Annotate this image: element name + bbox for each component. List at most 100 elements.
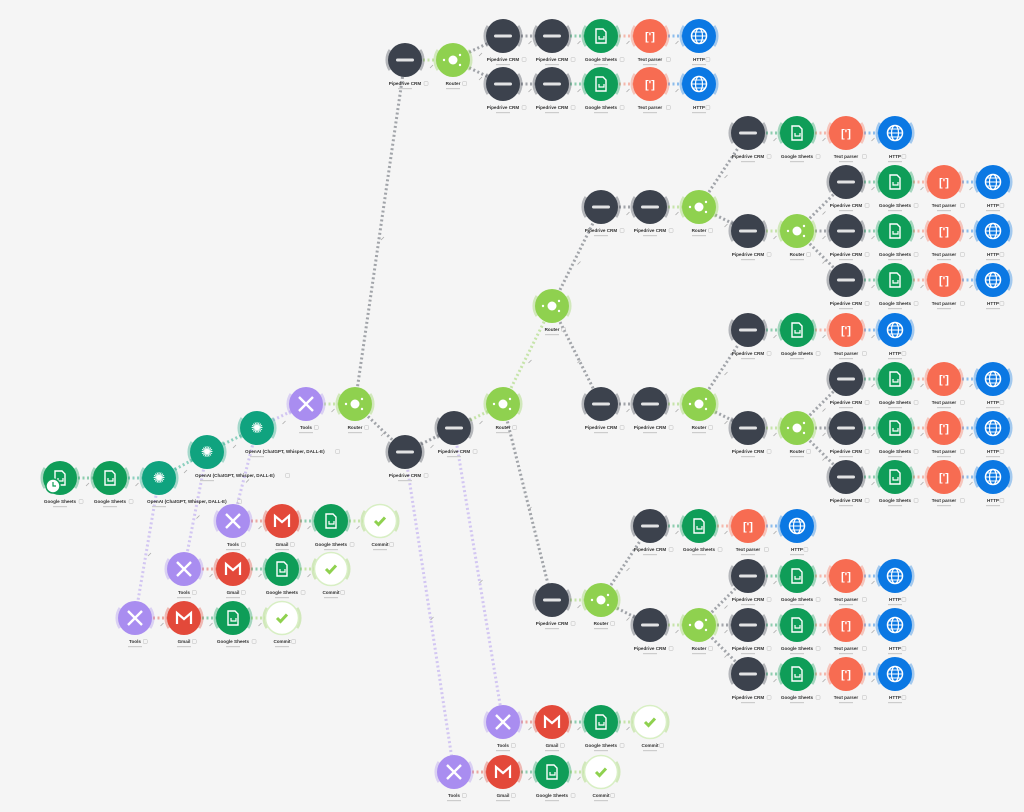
module-google-sheets[interactable]: Google Sheets <box>532 755 576 802</box>
wrench-icon[interactable] <box>209 573 213 578</box>
connection[interactable] <box>550 305 603 405</box>
module-note-icon[interactable] <box>512 425 517 430</box>
wrench-icon[interactable] <box>969 481 973 486</box>
wrench-icon[interactable] <box>969 383 973 388</box>
wrench-icon[interactable] <box>135 482 139 487</box>
wrench-icon[interactable] <box>871 629 875 634</box>
module-google-sheets[interactable]: Google Sheets <box>311 504 355 551</box>
connection[interactable] <box>550 206 603 307</box>
wrench-icon[interactable] <box>822 678 826 683</box>
module-note-icon[interactable] <box>913 400 919 405</box>
wrench-icon[interactable] <box>147 552 152 557</box>
module-google-sheets[interactable]: Google Sheets <box>875 411 919 458</box>
wrench-icon[interactable] <box>626 211 630 216</box>
module-note-icon[interactable] <box>766 449 772 454</box>
module-pipedrive-crm[interactable]: Pipedrive CRM <box>532 583 576 630</box>
module-router[interactable]: Router <box>335 387 375 434</box>
wrench-icon[interactable] <box>577 261 581 265</box>
module-commit[interactable]: Commit <box>630 704 670 752</box>
module-note-icon[interactable] <box>659 743 664 748</box>
wrench-icon[interactable] <box>626 40 630 45</box>
module-tools[interactable]: Tools <box>434 755 474 802</box>
wrench-icon[interactable] <box>871 432 875 437</box>
module-http[interactable]: HTTP <box>973 411 1013 458</box>
module-text-parser[interactable]: ['] Text parser <box>924 214 965 261</box>
module-note-icon[interactable] <box>864 301 870 306</box>
module-http[interactable]: HTTP <box>875 657 915 704</box>
module-google-sheets[interactable]: Google Sheets <box>875 460 919 507</box>
module-text-parser[interactable]: ['] Text parser <box>924 165 965 212</box>
wrench-icon[interactable] <box>307 525 311 530</box>
module-router[interactable]: Router <box>679 608 719 655</box>
module-http[interactable]: HTTP <box>973 362 1013 409</box>
connection[interactable] <box>403 451 456 773</box>
wrench-icon[interactable] <box>969 186 973 191</box>
module-note-icon[interactable] <box>766 154 772 159</box>
wrench-icon[interactable] <box>724 223 728 228</box>
module-pipedrive-crm[interactable]: Pipedrive CRM <box>826 214 870 261</box>
module-note-icon[interactable] <box>251 639 257 644</box>
module-note-icon[interactable] <box>913 301 919 306</box>
module-note-icon[interactable] <box>806 449 811 454</box>
wrench-icon[interactable] <box>822 629 826 634</box>
wrench-icon[interactable] <box>724 605 728 609</box>
module-tools[interactable]: Tools <box>286 387 326 434</box>
module-pipedrive-crm[interactable]: Pipedrive CRM <box>630 190 674 237</box>
wrench-icon[interactable] <box>871 284 875 289</box>
module-google-sheets[interactable]: Google Sheets <box>777 657 821 704</box>
module-text-parser[interactable]: ['] Text parser <box>826 559 867 606</box>
module-google-sheets[interactable]: Google Sheets <box>90 461 134 508</box>
module-note-icon[interactable] <box>999 498 1005 503</box>
module-google-sheets[interactable]: Google Sheets <box>777 559 821 606</box>
module-note-icon[interactable] <box>862 695 867 700</box>
module-pipedrive-crm[interactable]: Pipedrive CRM <box>826 165 870 212</box>
module-tools[interactable]: Tools <box>483 705 523 752</box>
wrench-icon[interactable] <box>773 235 777 240</box>
module-note-icon[interactable] <box>521 105 527 110</box>
module-note-icon[interactable] <box>764 547 769 552</box>
module-router[interactable]: Router <box>433 43 473 90</box>
module-note-icon[interactable] <box>999 203 1005 208</box>
module-note-icon[interactable] <box>864 449 870 454</box>
module-note-icon[interactable] <box>285 473 290 478</box>
module-note-icon[interactable] <box>610 621 615 626</box>
wrench-icon[interactable] <box>675 88 679 93</box>
module-note-icon[interactable] <box>960 203 965 208</box>
module-pipedrive-crm[interactable]: Pipedrive CRM <box>826 411 870 458</box>
module-note-icon[interactable] <box>423 473 429 478</box>
module-note-icon[interactable] <box>570 621 576 626</box>
module-google-sheets[interactable]: Google Sheets <box>875 362 919 409</box>
module-note-icon[interactable] <box>241 590 246 595</box>
module-note-icon[interactable] <box>815 646 821 651</box>
module-note-icon[interactable] <box>521 57 527 62</box>
module-http[interactable]: HTTP <box>973 165 1013 212</box>
module-google-sheets[interactable]: Google Sheets <box>40 461 84 508</box>
wrench-icon[interactable] <box>232 444 237 449</box>
wrench-icon[interactable] <box>479 579 483 584</box>
module-pipedrive-crm[interactable]: Pipedrive CRM <box>483 67 527 114</box>
module-note-icon[interactable] <box>815 154 821 159</box>
module-text-parser[interactable]: ['] Text parser <box>924 411 965 458</box>
module-text-parser[interactable]: ['] Text parser <box>924 362 965 409</box>
module-note-icon[interactable] <box>314 425 319 430</box>
module-note-icon[interactable] <box>462 81 467 86</box>
module-pipedrive-crm[interactable]: Pipedrive CRM <box>581 387 625 434</box>
wrench-icon[interactable] <box>528 359 532 364</box>
module-note-icon[interactable] <box>423 81 429 86</box>
module-pipedrive-crm[interactable]: Pipedrive CRM <box>728 657 772 704</box>
module-http[interactable]: HTTP <box>973 460 1013 507</box>
wrench-icon[interactable] <box>528 506 532 511</box>
module-note-icon[interactable] <box>766 597 772 602</box>
module-note-icon[interactable] <box>766 252 772 257</box>
wrench-icon[interactable] <box>871 186 875 191</box>
wrench-icon[interactable] <box>822 235 826 240</box>
wrench-icon[interactable] <box>871 235 875 240</box>
module-openai-chatgpt-whisper-dall-e[interactable]: ✺ OpenAI (ChatGPT, Whisper, DALL-E) <box>139 461 242 508</box>
module-note-icon[interactable] <box>340 590 345 595</box>
wrench-icon[interactable] <box>675 629 679 634</box>
wrench-icon[interactable] <box>577 40 581 45</box>
module-commit[interactable]: Commit <box>262 600 302 648</box>
module-note-icon[interactable] <box>78 499 84 504</box>
module-note-icon[interactable] <box>511 743 516 748</box>
module-note-icon[interactable] <box>766 351 772 356</box>
